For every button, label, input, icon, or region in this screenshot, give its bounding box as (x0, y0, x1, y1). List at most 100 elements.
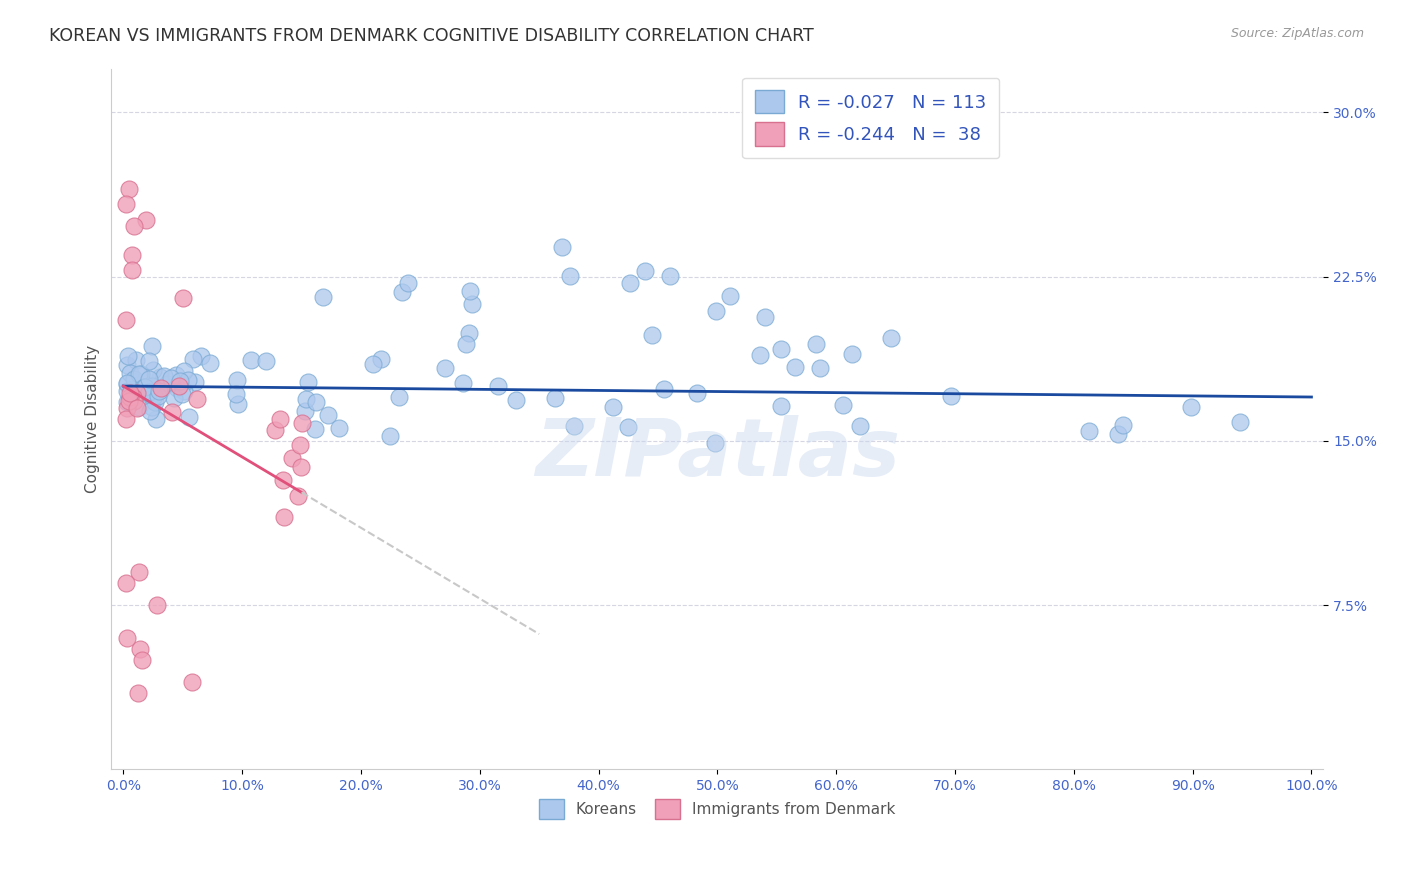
Point (115, 631, 138, 645)
Point (129, 368, 152, 382)
Point (122, 372, 145, 386)
Legend: Koreans, Immigrants from Denmark: Koreans, Immigrants from Denmark (533, 793, 901, 825)
Point (295, 392, 318, 406)
Point (135, 212, 157, 227)
Point (939, 388, 962, 402)
Point (297, 375, 319, 389)
Point (125, 352, 148, 367)
Point (176, 372, 198, 386)
Point (198, 356, 221, 370)
Point (225, 387, 247, 401)
Point (139, 381, 162, 395)
Point (128, 400, 150, 414)
Point (841, 347, 863, 361)
Point (304, 421, 326, 435)
Point (121, 263, 143, 277)
Point (160, 405, 183, 419)
Point (145, 395, 167, 409)
Point (361, 357, 384, 371)
Text: ZIPatlas: ZIPatlas (534, 415, 900, 493)
Text: Source: ZipAtlas.com: Source: ZipAtlas.com (1230, 27, 1364, 40)
Point (127, 686, 149, 700)
Point (163, 391, 186, 405)
Point (704, 435, 727, 450)
Point (148, 389, 170, 403)
Point (118, 394, 141, 409)
Point (770, 342, 793, 356)
Point (804, 336, 827, 351)
Point (880, 331, 903, 345)
Text: KOREAN VS IMMIGRANTS FROM DENMARK COGNITIVE DISABILITY CORRELATION CHART: KOREAN VS IMMIGRANTS FROM DENMARK COGNIT… (49, 27, 814, 45)
Point (169, 379, 191, 393)
Point (391, 285, 413, 300)
Point (704, 304, 727, 318)
Point (150, 383, 173, 397)
Point (290, 417, 312, 431)
Point (179, 410, 201, 425)
Point (311, 290, 333, 304)
Point (226, 397, 249, 411)
Point (370, 352, 392, 367)
Point (156, 377, 179, 392)
Point (132, 380, 155, 394)
Point (169, 374, 191, 388)
Point (138, 354, 160, 368)
Point (659, 268, 682, 283)
Point (456, 336, 478, 351)
Point (808, 360, 831, 375)
Y-axis label: Cognitive Disability: Cognitive Disability (86, 345, 100, 493)
Point (652, 382, 675, 396)
Point (551, 240, 574, 254)
Point (145, 381, 167, 395)
Point (619, 276, 641, 290)
Point (451, 376, 474, 390)
Point (115, 358, 138, 372)
Point (718, 289, 741, 303)
Point (602, 400, 624, 414)
Point (380, 428, 402, 442)
Point (269, 412, 291, 426)
Point (121, 394, 143, 409)
Point (634, 264, 657, 278)
Point (138, 385, 160, 400)
Point (124, 384, 146, 399)
Point (122, 394, 145, 409)
Point (166, 381, 188, 395)
Point (145, 412, 167, 426)
Point (125, 385, 148, 400)
Point (562, 418, 585, 433)
Point (388, 390, 411, 404)
Point (114, 197, 136, 211)
Point (264, 423, 287, 437)
Point (770, 399, 793, 413)
Point (115, 384, 138, 398)
Point (149, 370, 172, 384)
Point (143, 389, 166, 403)
Point (115, 401, 138, 415)
Point (486, 379, 509, 393)
Point (118, 182, 141, 196)
Point (129, 641, 152, 656)
Point (173, 364, 195, 378)
Point (1112, 417, 1135, 432)
Point (281, 451, 304, 466)
Point (148, 383, 170, 397)
Point (783, 360, 806, 375)
Point (134, 384, 156, 399)
Point (1077, 425, 1099, 439)
Point (396, 277, 419, 291)
Point (122, 219, 145, 234)
Point (457, 326, 479, 340)
Point (138, 404, 160, 418)
Point (288, 438, 311, 452)
Point (181, 674, 204, 689)
Point (748, 348, 770, 362)
Point (544, 392, 567, 406)
Point (152, 369, 174, 384)
Point (461, 297, 484, 311)
Point (172, 292, 194, 306)
Point (328, 420, 350, 434)
Point (148, 384, 170, 398)
Point (146, 598, 169, 612)
Point (142, 363, 165, 377)
